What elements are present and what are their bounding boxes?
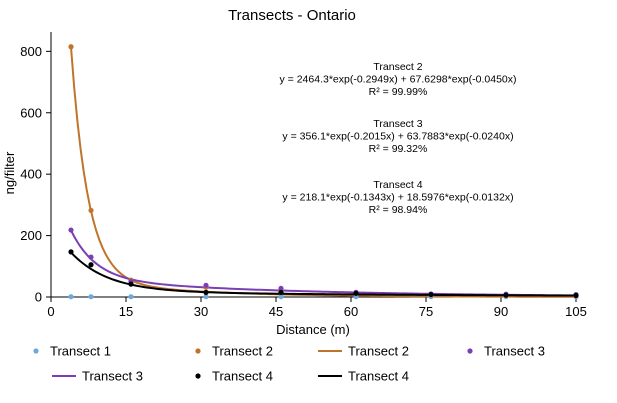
equation-text: y = 356.1*exp(-0.2015x) + 63.7883*exp(-0… (282, 131, 513, 143)
data-point-series-1 (88, 294, 94, 300)
x-tick-label: 30 (194, 304, 208, 319)
x-tick-label: 60 (344, 304, 358, 319)
equation-series-name: Transect 2 (373, 61, 422, 73)
legend-label: Transect 4 (212, 369, 273, 384)
x-axis-label: Distance (m) (276, 322, 350, 337)
fit-equation-block: Transect 2y = 2464.3*exp(-0.2949x) + 67.… (280, 61, 517, 98)
data-point-series-1 (278, 294, 284, 300)
data-point-series-4 (88, 254, 94, 260)
plot-area: 0 200 400 600 800 0 15 30 45 60 75 90 105 (20, 32, 587, 319)
legend-label: Transect 3 (82, 369, 143, 384)
equation-text: y = 218.1*exp(-0.1343x) + 18.5976*exp(-0… (282, 192, 513, 204)
legend-marker-swatch (195, 373, 201, 379)
legend-label: Transect 3 (484, 344, 545, 359)
data-point-series-1 (128, 294, 134, 300)
y-tick-label: 400 (20, 167, 42, 182)
legend-entry: Transect 4 (318, 369, 409, 384)
equation-r2: R² = 99.32% (369, 143, 428, 155)
legend-marker-swatch (467, 348, 473, 354)
equation-text: y = 2464.3*exp(-0.2949x) + 67.6298*exp(-… (280, 74, 517, 86)
data-point-series-6 (353, 290, 359, 296)
legend-marker-swatch (33, 348, 39, 354)
data-point-series-4 (278, 285, 284, 292)
y-axis-label: ng/filter (2, 151, 17, 194)
legend-entry: Transect 3 (52, 369, 143, 384)
equation-r2: R² = 98.94% (369, 204, 428, 216)
legend-label: Transect 2 (212, 344, 273, 359)
equation-series-name: Transect 3 (373, 118, 422, 130)
data-point-series-6 (68, 249, 74, 255)
legend-marker-swatch (195, 348, 201, 354)
legend-label: Transect 4 (348, 369, 409, 384)
chart-title: Transects - Ontario (228, 7, 356, 24)
equation-r2: R² = 99.99% (369, 86, 428, 98)
fit-line-7 (70, 251, 577, 297)
data-point-series-1 (68, 294, 74, 300)
data-point-series-2 (68, 44, 74, 50)
y-tick-label: 800 (20, 44, 42, 59)
fit-line-3 (70, 46, 577, 298)
fit-equation-block: Transect 4y = 218.1*exp(-0.1343x) + 18.5… (282, 179, 513, 216)
fit-equation-block: Transect 3y = 356.1*exp(-0.2015x) + 63.7… (282, 118, 513, 155)
legend: Transect 1 Transect 2 Transect 2 Transect 3… (33, 344, 545, 384)
x-tick-label: 75 (419, 304, 433, 319)
data-point-series-6 (128, 281, 134, 287)
legend-entry: Transect 3 (467, 344, 545, 359)
legend-label: Transect 2 (348, 344, 409, 359)
x-tick-label: 90 (494, 304, 508, 319)
data-point-series-6 (428, 291, 434, 298)
data-point-series-6 (573, 292, 579, 299)
x-tick-label: 45 (269, 304, 283, 319)
legend-label: Transect 1 (50, 344, 111, 359)
data-point-series-6 (88, 262, 94, 268)
data-point-series-4 (68, 227, 74, 233)
data-point-series-6 (503, 292, 509, 298)
legend-entry: Transect 1 (33, 344, 111, 359)
data-point-series-2 (88, 207, 94, 214)
legend-entry: Transect 4 (195, 369, 273, 384)
y-tick-label: 200 (20, 228, 42, 243)
fit-annotations: Transect 2y = 2464.3*exp(-0.2949x) + 67.… (280, 61, 517, 216)
equation-series-name: Transect 4 (373, 179, 422, 191)
data-point-series-6 (203, 289, 209, 295)
legend-entry: Transect 2 (318, 344, 409, 359)
x-tick-label: 0 (47, 304, 54, 319)
y-tick-label: 600 (20, 105, 42, 120)
y-tick-label: 0 (35, 290, 42, 305)
legend-entry: Transect 2 (195, 344, 273, 359)
data-point-series-6 (278, 289, 284, 295)
data-point-series-1 (203, 294, 209, 300)
x-tick-label: 15 (119, 304, 133, 319)
x-tick-label: 105 (565, 304, 587, 319)
data-point-series-4 (203, 282, 209, 288)
